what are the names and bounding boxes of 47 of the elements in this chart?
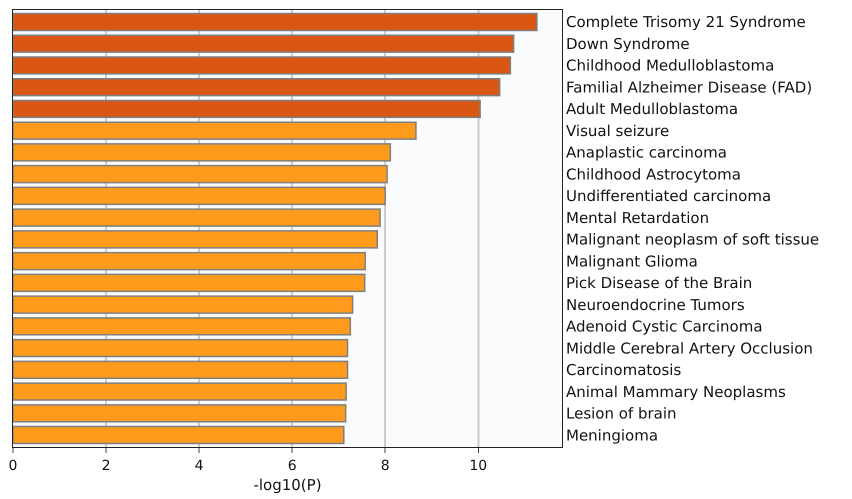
y-tick-label: Middle Cerebral Artery Occlusion bbox=[566, 339, 813, 358]
y-tick-label: Malignant neoplasm of soft tissue bbox=[566, 230, 820, 249]
bar bbox=[13, 100, 481, 118]
y-tick-label: Familial Alzheimer Disease (FAD) bbox=[566, 78, 812, 96]
y-tick-label: Adult Medulloblastoma bbox=[566, 100, 738, 118]
bar bbox=[13, 208, 381, 227]
bar bbox=[13, 382, 347, 401]
y-tick-label: Complete Trisomy 21 Syndrome bbox=[566, 13, 806, 32]
x-tick-label: 2 bbox=[102, 458, 111, 474]
bar bbox=[13, 186, 386, 206]
x-tick-label: 0 bbox=[8, 458, 18, 474]
y-tick-label: Lesion of brain bbox=[566, 404, 677, 423]
bar bbox=[13, 121, 417, 140]
y-tick-label: Pick Disease of the Brain bbox=[566, 274, 752, 292]
y-tick-label: Anaplastic carcinoma bbox=[566, 144, 727, 162]
bar bbox=[13, 12, 538, 32]
bar bbox=[13, 404, 346, 423]
bar bbox=[13, 360, 348, 380]
y-tick-label: Adenoid Cystic Carcinoma bbox=[566, 318, 763, 336]
bar bbox=[13, 164, 388, 184]
y-tick-label: Neuroendocrine Tumors bbox=[566, 296, 745, 314]
bar bbox=[13, 230, 378, 249]
bar bbox=[13, 34, 514, 53]
x-axis-title: -log10(P) bbox=[253, 476, 322, 494]
x-tick-label: 4 bbox=[194, 458, 204, 474]
x-tick-label: 10 bbox=[469, 458, 488, 474]
bar bbox=[13, 338, 348, 358]
bar bbox=[13, 143, 392, 162]
y-tick-label: Mental Retardation bbox=[566, 208, 710, 227]
y-tick-label: Childhood Astrocytoma bbox=[566, 165, 741, 184]
y-tick-label: Carcinomatosis bbox=[566, 361, 682, 380]
x-tick-label: 6 bbox=[288, 458, 297, 474]
y-tick-label: Animal Mammary Neoplasms bbox=[566, 382, 786, 401]
y-tick-label: Malignant Glioma bbox=[566, 252, 698, 270]
bar bbox=[13, 274, 366, 292]
bar bbox=[13, 56, 512, 75]
y-tick-label: Down Syndrome bbox=[566, 34, 690, 53]
bar bbox=[13, 295, 354, 314]
y-tick-label: Meningioma bbox=[566, 426, 658, 444]
y-tick-label: Childhood Medulloblastoma bbox=[566, 56, 774, 75]
x-tick-label: 8 bbox=[380, 458, 390, 474]
y-tick-label: Undifferentiated carcinoma bbox=[566, 187, 772, 206]
bar bbox=[13, 317, 352, 336]
bar bbox=[13, 426, 345, 444]
bar bbox=[13, 252, 366, 270]
y-tick-label: Visual seizure bbox=[566, 122, 670, 140]
bar bbox=[13, 78, 500, 96]
